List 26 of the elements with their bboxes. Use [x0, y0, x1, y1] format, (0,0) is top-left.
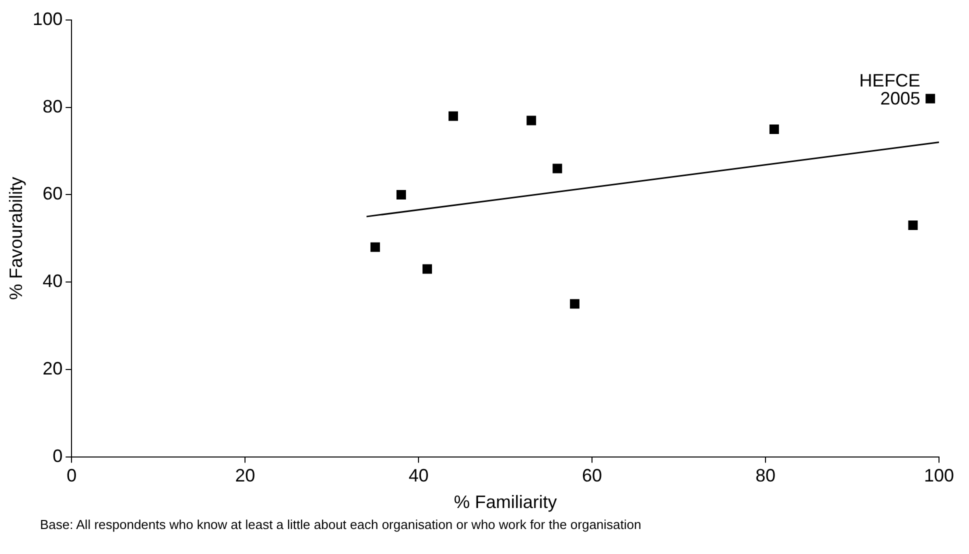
x-tick-label: 40: [408, 466, 429, 486]
point: [908, 220, 918, 230]
text: Base: All respondents who know at least a little about each organisation or who work for the organisation: [40, 517, 642, 532]
x-tick-label: 100: [924, 466, 954, 486]
point: [422, 264, 432, 274]
point: [769, 124, 779, 134]
y-tick-label: 80: [42, 96, 63, 116]
point: [552, 164, 562, 174]
point: [370, 242, 380, 252]
y-tick-label: 100: [32, 8, 63, 29]
point: [570, 299, 580, 309]
x-tick-label: 20: [235, 466, 256, 486]
annotation: HEFCE 2005: [859, 70, 920, 109]
point: [926, 94, 936, 104]
y-tick-label: 20: [42, 358, 63, 378]
y-tick-label: 0: [52, 446, 63, 466]
point: [526, 116, 536, 126]
point: [448, 111, 458, 121]
x-tick-label: 60: [582, 466, 602, 486]
x-tick-label: 80: [756, 466, 776, 486]
x-tick-label: 0: [66, 466, 77, 486]
y-axis-title: % Favourability: [6, 176, 26, 300]
point: [396, 190, 406, 200]
y-tick-label: 40: [42, 271, 63, 292]
y-tick-label: 60: [42, 184, 63, 204]
x-axis-title: % Familiarity: [454, 492, 557, 512]
